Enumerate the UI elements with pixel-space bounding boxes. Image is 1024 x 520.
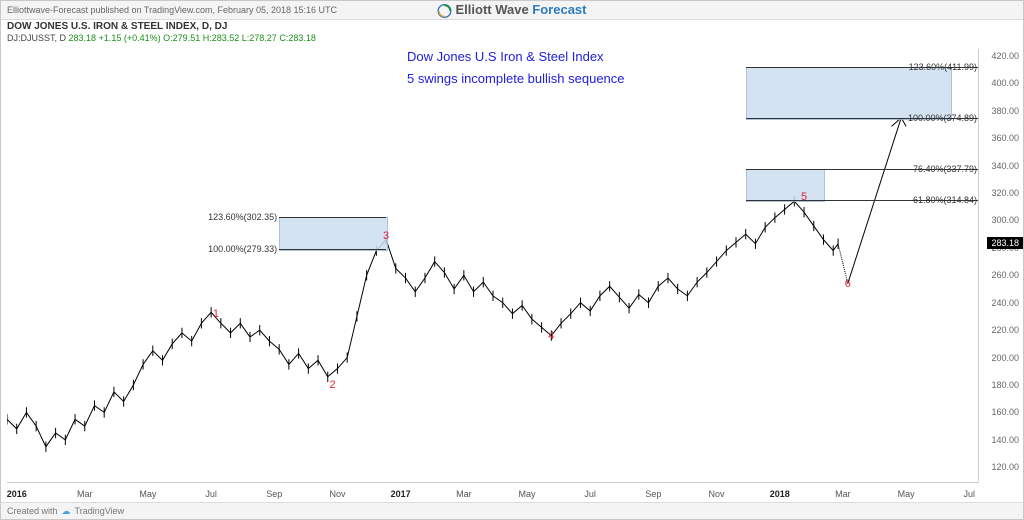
price-change: +1.15 (99, 33, 122, 43)
x-axis: 2016 Mar May Jul Sep Nov 2017 Mar May Jul Sep Nov 20… (7, 482, 979, 503)
x-tick: 2018 (770, 489, 790, 499)
ohlc-h: H:283.52 (203, 33, 240, 43)
plot-region[interactable]: Dow Jones U.S Iron & Steel Index 5 swing… (7, 49, 979, 481)
x-tick: Jul (205, 489, 217, 499)
ohlc-o: O:279.51 (163, 33, 200, 43)
fib-box (279, 217, 388, 251)
y-tick: 200.00 (991, 353, 1019, 363)
price-change-pct: (+0.41%) (124, 33, 161, 43)
x-tick: Mar (835, 489, 851, 499)
brand-title: Elliott Wave Forecast (437, 2, 586, 18)
fib-line (279, 217, 386, 218)
y-tick: 260.00 (991, 270, 1019, 280)
chart-area: DOW JONES U.S. IRON & STEEL INDEX, D, DJ… (1, 19, 1023, 503)
x-tick: Mar (77, 489, 93, 499)
symbol: DJ:DJUSST, D (7, 33, 66, 43)
last-price: 283.18 (69, 33, 97, 43)
y-tick: 360.00 (991, 133, 1019, 143)
y-tick: 340.00 (991, 161, 1019, 171)
fib-label: 76.40%(337.79) (913, 164, 977, 174)
y-axis: 120.00 140.00 160.00 180.00 200.00 220.00 240.… (978, 49, 1023, 481)
fib-label: 123.60%(302.35) (208, 212, 277, 222)
x-tick: Jul (584, 489, 596, 499)
x-tick: Nov (709, 489, 725, 499)
publish-info: Elliottwave-Forecast published on Tradin… (7, 5, 337, 15)
y-tick: 400.00 (991, 78, 1019, 88)
wave-label: 3 (383, 230, 389, 242)
chart-container: Elliottwave-Forecast published on Tradin… (0, 0, 1024, 520)
y-tick: 240.00 (991, 298, 1019, 308)
y-tick: 320.00 (991, 188, 1019, 198)
footer-tv: TradingView (75, 506, 125, 516)
x-tick: Jul (964, 489, 976, 499)
fib-label: 100.00%(374.89) (908, 113, 977, 123)
x-tick: Sep (266, 489, 282, 499)
fib-label: 61.80%(314.84) (913, 195, 977, 205)
fib-label: 100.00%(279.33) (208, 244, 277, 254)
tradingview-icon: ☁ (62, 506, 71, 517)
x-tick: May (139, 489, 156, 499)
brand-logo-icon (437, 4, 451, 18)
footer-text: Created with (7, 506, 58, 516)
y-tick: 300.00 (991, 215, 1019, 225)
brand-text-2: Forecast (532, 2, 586, 17)
wave-label: 4 (548, 330, 554, 342)
wave-label: 5 (801, 191, 807, 203)
x-tick: May (898, 489, 915, 499)
price-marker: 283.18 (987, 237, 1023, 249)
y-tick: 160.00 (991, 407, 1019, 417)
brand-text-1: Elliott Wave (455, 2, 532, 17)
fib-box (746, 169, 826, 202)
y-tick: 120.00 (991, 462, 1019, 472)
y-tick: 180.00 (991, 380, 1019, 390)
x-tick: Mar (456, 489, 472, 499)
y-tick: 220.00 (991, 325, 1019, 335)
wave-label: 1 (213, 308, 219, 320)
chart-title: DOW JONES U.S. IRON & STEEL INDEX, D, DJ (7, 21, 227, 32)
x-tick: Nov (329, 489, 345, 499)
fib-label: 123.60%(411.99) (909, 62, 977, 72)
x-tick: 2016 (7, 489, 27, 499)
y-tick: 380.00 (991, 106, 1019, 116)
x-tick: 2017 (391, 489, 411, 499)
wave-label: 2 (330, 379, 336, 391)
y-tick: 420.00 (991, 51, 1019, 61)
wave-label: 6 (845, 278, 851, 290)
y-tick: 140.00 (991, 435, 1019, 445)
x-tick: May (519, 489, 536, 499)
ohlc-l: L:278.27 (242, 33, 277, 43)
x-tick: Sep (645, 489, 661, 499)
quote-line: DJ:DJUSST, D 283.18 +1.15 (+0.41%) O:279… (7, 33, 316, 43)
fib-line (279, 249, 386, 250)
bottom-bar: Created with ☁ TradingView (1, 502, 1023, 519)
ohlc-c: C:283.18 (279, 33, 316, 43)
